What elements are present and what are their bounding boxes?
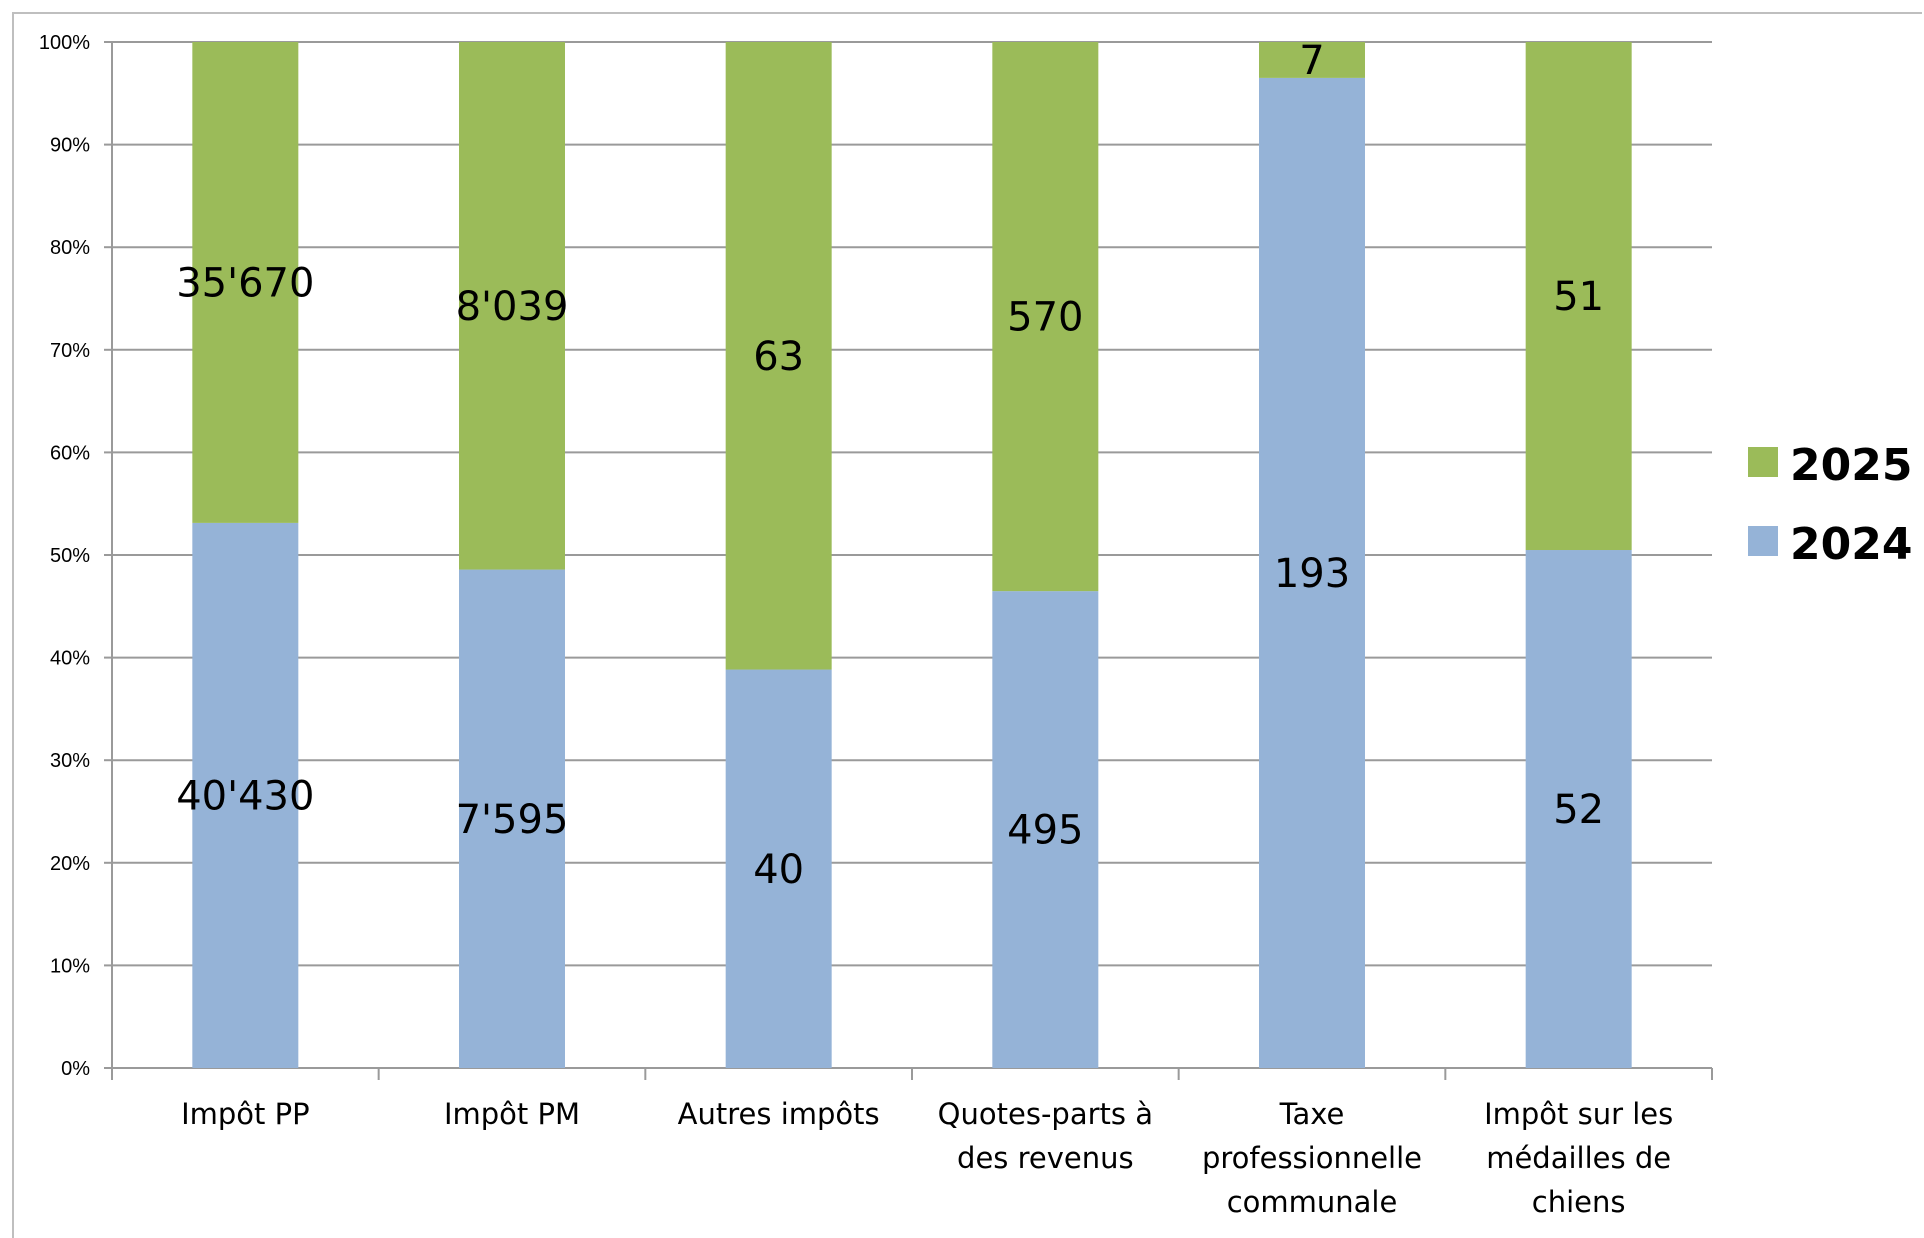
legend-swatch-2025 xyxy=(1748,447,1778,477)
bar-segment-2024 xyxy=(192,522,299,1068)
legend-swatch-2024 xyxy=(1748,526,1778,556)
x-tick-label: Taxe xyxy=(1279,1097,1345,1131)
data-label-2025: 63 xyxy=(753,334,804,380)
bar-segment-2025 xyxy=(725,42,832,670)
y-tick-label: 90% xyxy=(50,135,90,157)
legend-label-2025: 2025 xyxy=(1790,440,1912,491)
legend-label-2024: 2024 xyxy=(1790,519,1912,570)
bar-segment-2025 xyxy=(192,42,299,523)
data-label-2024: 193 xyxy=(1274,551,1350,597)
y-tick-label: 30% xyxy=(50,750,90,772)
x-tick-label: Impôt sur les xyxy=(1484,1097,1673,1131)
data-label-2024: 7'595 xyxy=(456,797,569,843)
y-tick-label: 60% xyxy=(50,442,90,464)
data-label-2025: 570 xyxy=(1007,295,1083,341)
y-tick-label: 10% xyxy=(50,955,90,977)
y-tick-label: 0% xyxy=(61,1058,90,1080)
bar-segment-2024 xyxy=(1259,77,1365,1068)
y-tick-label: 40% xyxy=(50,648,90,670)
x-tick-label: communale xyxy=(1227,1185,1398,1219)
x-tick-label: Autres impôts xyxy=(678,1097,880,1131)
bar-segment-2025 xyxy=(1259,42,1365,78)
bar-segment-2025 xyxy=(992,42,1099,592)
bar-segment-2025 xyxy=(459,42,565,570)
x-tick-label: Quotes-parts à xyxy=(938,1097,1153,1131)
data-label-2024: 40'430 xyxy=(176,773,314,819)
y-tick-label: 20% xyxy=(50,853,90,875)
bar-segment-2024 xyxy=(992,591,1099,1068)
bar-segment-2024 xyxy=(725,669,832,1068)
data-label-2025: 51 xyxy=(1553,274,1604,320)
y-tick-label: 50% xyxy=(50,545,90,567)
data-label-2025: 7 xyxy=(1299,38,1324,84)
chart-frame xyxy=(12,12,1922,1238)
data-label-2025: 35'670 xyxy=(176,260,314,306)
bar-segment-2024 xyxy=(1525,550,1632,1068)
data-label-2025: 8'039 xyxy=(456,284,569,330)
y-tick-label: 80% xyxy=(50,237,90,259)
y-tick-label: 70% xyxy=(50,340,90,362)
data-label-2024: 52 xyxy=(1553,787,1604,833)
data-label-2024: 495 xyxy=(1007,808,1083,854)
bar-segment-2024 xyxy=(459,569,565,1068)
bar-segment-2025 xyxy=(1525,42,1632,551)
x-tick-label: Impôt PP xyxy=(181,1097,310,1131)
data-label-2024: 40 xyxy=(753,847,804,893)
x-tick-label: médailles de xyxy=(1486,1141,1671,1175)
x-tick-label: Impôt PM xyxy=(444,1097,580,1131)
y-tick-label: 100% xyxy=(39,32,90,54)
x-tick-label: chiens xyxy=(1532,1185,1626,1219)
x-tick-label: des revenus xyxy=(957,1141,1134,1175)
x-tick-label: professionnelle xyxy=(1202,1141,1422,1175)
